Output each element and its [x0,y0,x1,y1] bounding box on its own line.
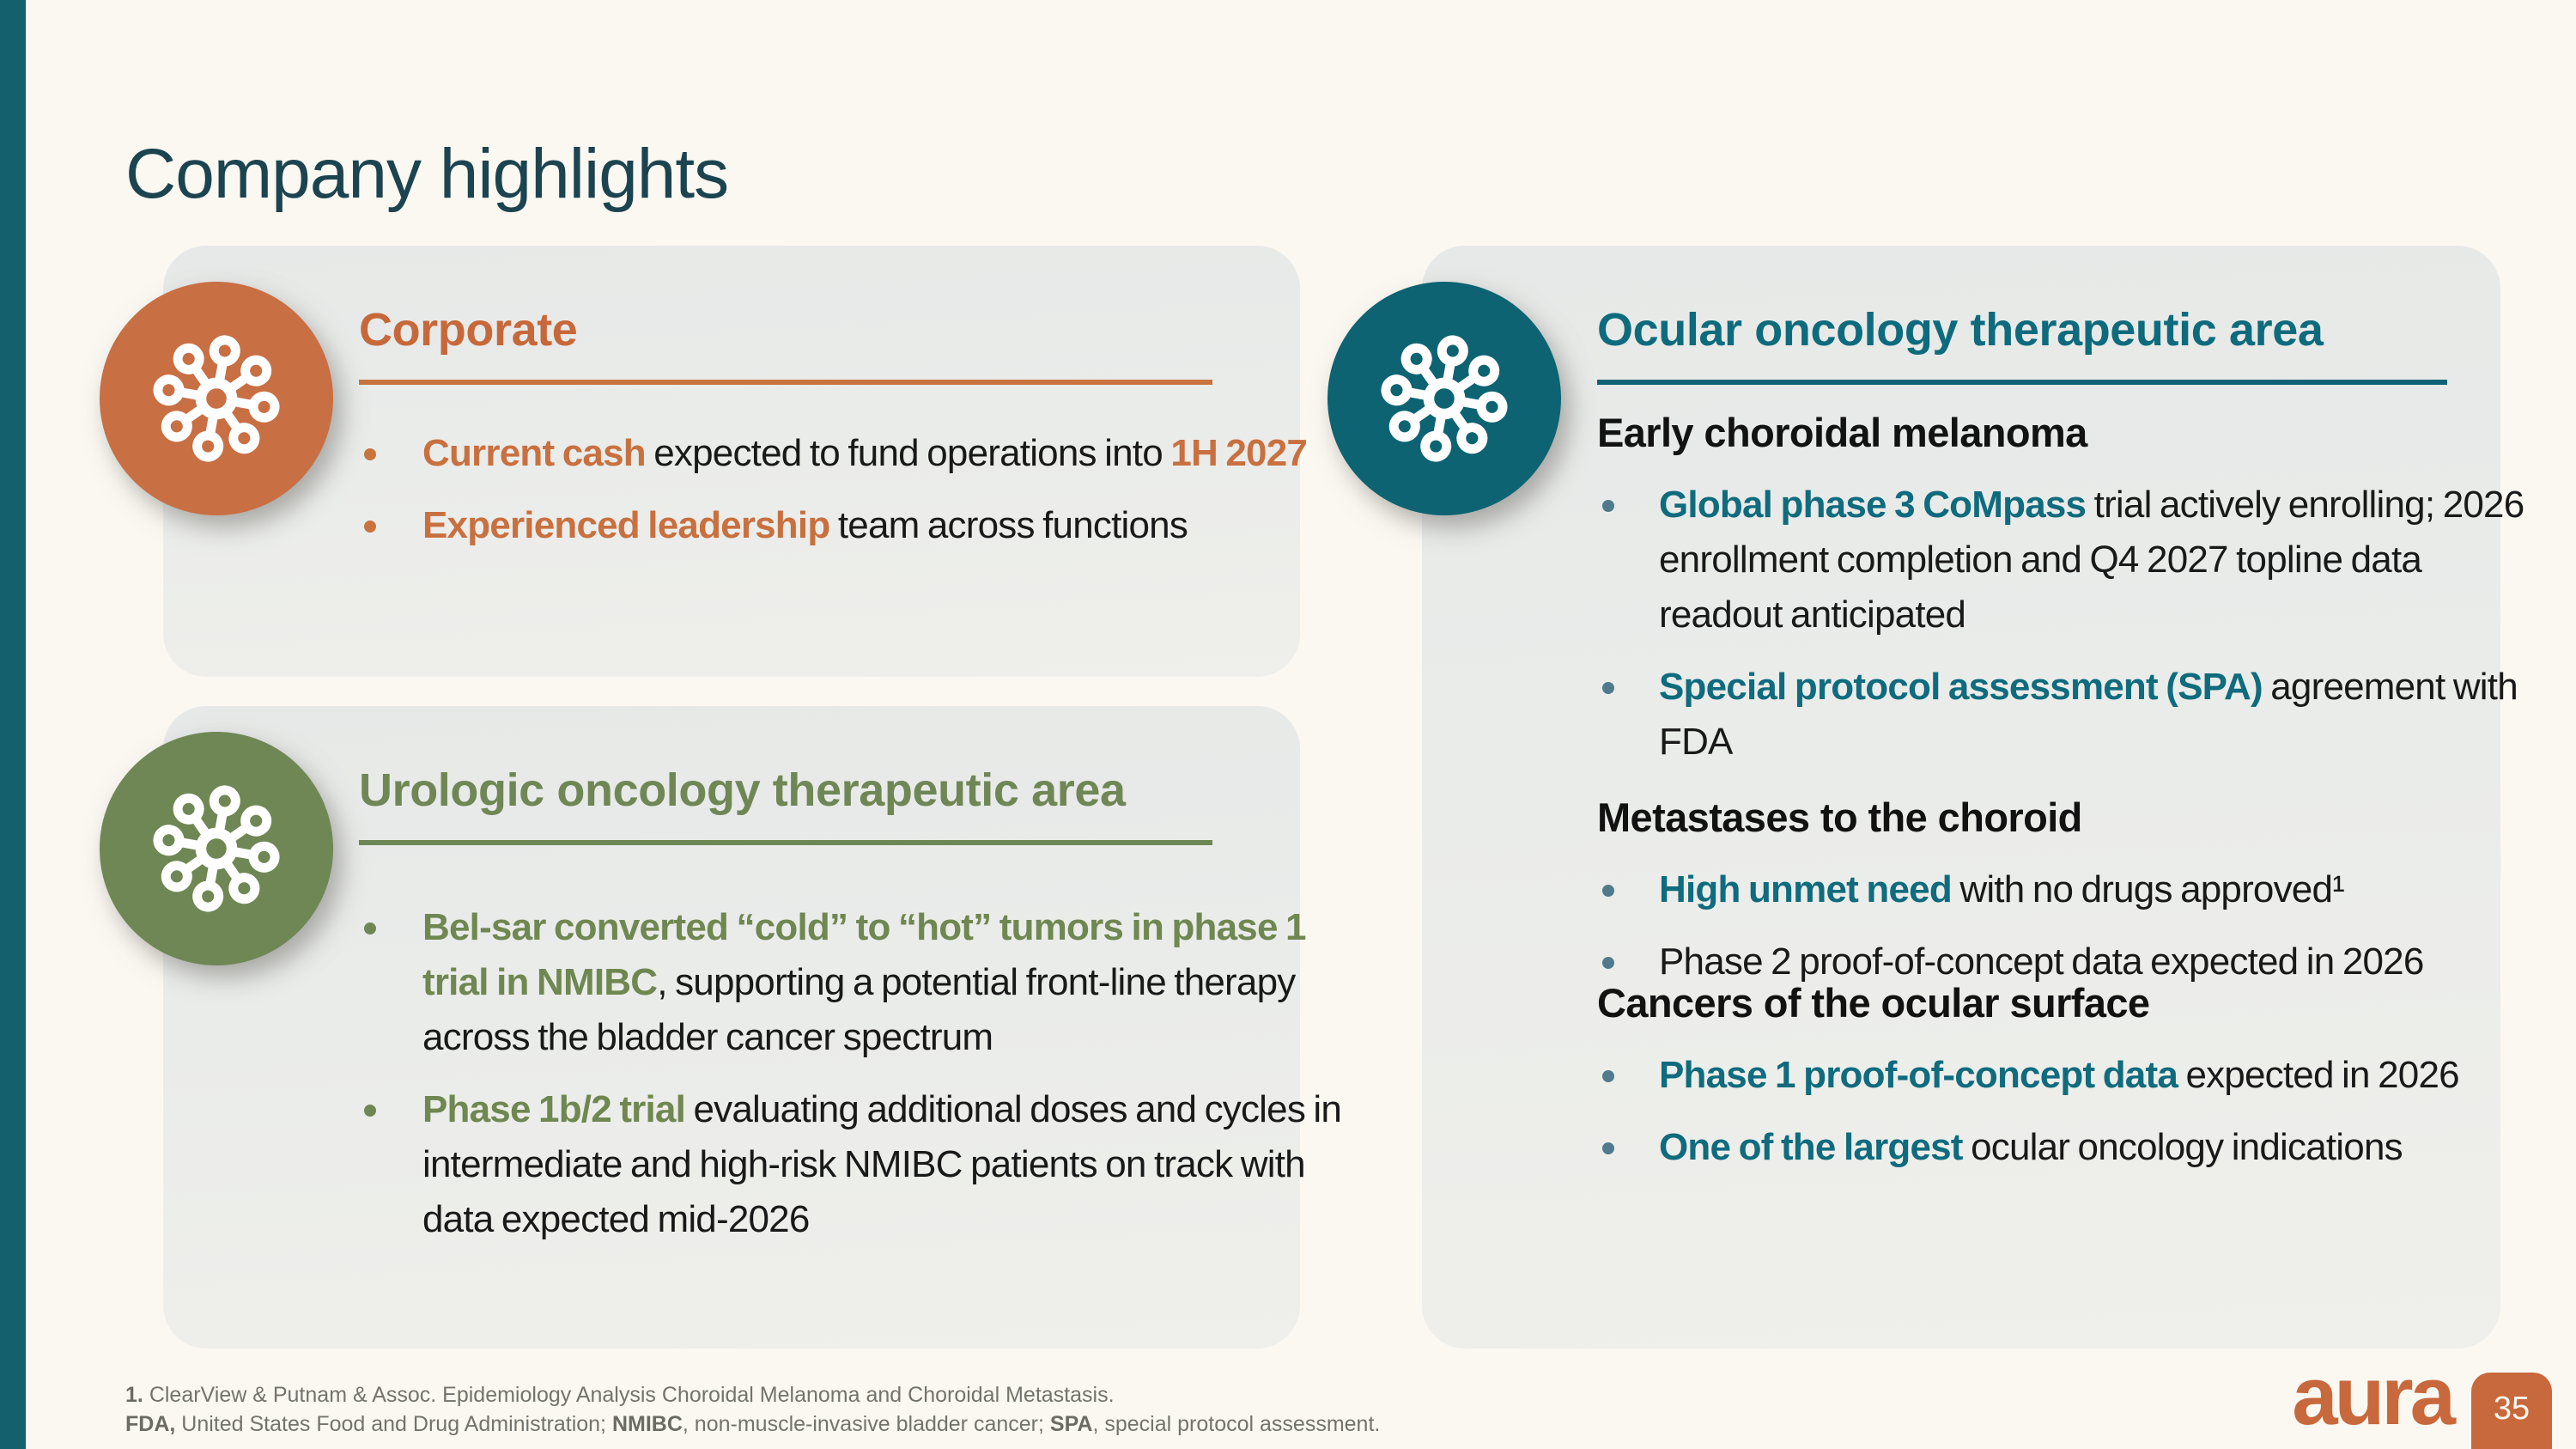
urologic-badge [100,732,333,965]
list-item: Global phase 3 CoMpass trial actively en… [1597,478,2528,642]
section-heading-early-choroidal-melanoma: Early choroidal melanoma [1597,411,2087,455]
page-title: Company highlights [125,134,729,214]
list-item: Current cash expected to fund operations… [359,426,1353,481]
molecule-icon [136,318,297,479]
corporate-underline [359,380,1212,385]
aura-logo: aura [2292,1351,2456,1442]
card-corporate: Corporate Current cash expected to fund … [163,246,1308,677]
card-ocular-oncology: Ocular oncology therapeutic area Early c… [1422,246,2524,1349]
list-item: Phase 1 proof-of-concept data expected i… [1597,1048,2528,1103]
footnote-line-1: 1. ClearView & Putnam & Assoc. Epidemiol… [125,1382,1115,1406]
list-item: Phase 2 proof-of-concept data expected i… [1597,935,2528,989]
list-item: Experienced leadership team across funct… [359,498,1353,553]
card-corporate-title: Corporate [359,304,578,356]
ocular-underline [1597,380,2447,385]
section-heading-cancers-of-the-ocular-surface: Cancers of the ocular surface [1597,981,2150,1026]
section-heading-metastases-to-the-choroid: Metastases to the choroid [1597,795,2082,840]
molecule-icon [136,768,297,929]
ocular-badge [1327,282,1561,515]
urologic-underline [359,840,1212,845]
footnote-line-2: FDA, United States Food and Drug Adminis… [125,1411,1381,1435]
corporate-badge [100,282,333,515]
left-accent-bar [0,0,25,1449]
card-urologic-oncology: Urologic oncology therapeutic area Bel-s… [163,706,1342,1349]
list-item: Special protocol assessment (SPA) agreem… [1597,660,2528,770]
list-item: Bel-sar converted “cold” to “hot” tumors… [359,900,1353,1065]
list-item: Phase 1b/2 trial evaluating additional d… [359,1082,1353,1247]
ocular-section2-list: High unmet need with no drugs approved¹ … [1597,862,2466,989]
page-number: 35 [2493,1391,2530,1428]
card-ocular-title: Ocular oncology therapeutic area [1597,304,2324,356]
card-urologic-title: Urologic oncology therapeutic area [359,764,1126,816]
list-item: High unmet need with no drugs approved¹ [1597,862,2528,917]
molecule-icon [1364,318,1525,479]
list-item: One of the largest ocular oncology indic… [1597,1120,2528,1175]
footnotes: 1. ClearView & Putnam & Assoc. Epidemiol… [125,1380,1380,1439]
urologic-bullet-list: Bel-sar converted “cold” to “hot” tumors… [359,900,1342,1247]
page-number-badge: 35 [2471,1372,2552,1449]
corporate-bullet-list: Current cash expected to fund operations… [359,426,1308,553]
ocular-section1-list: Global phase 3 CoMpass trial actively en… [1597,478,2524,770]
ocular-section3-list: Phase 1 proof-of-concept data expected i… [1597,1048,2466,1175]
